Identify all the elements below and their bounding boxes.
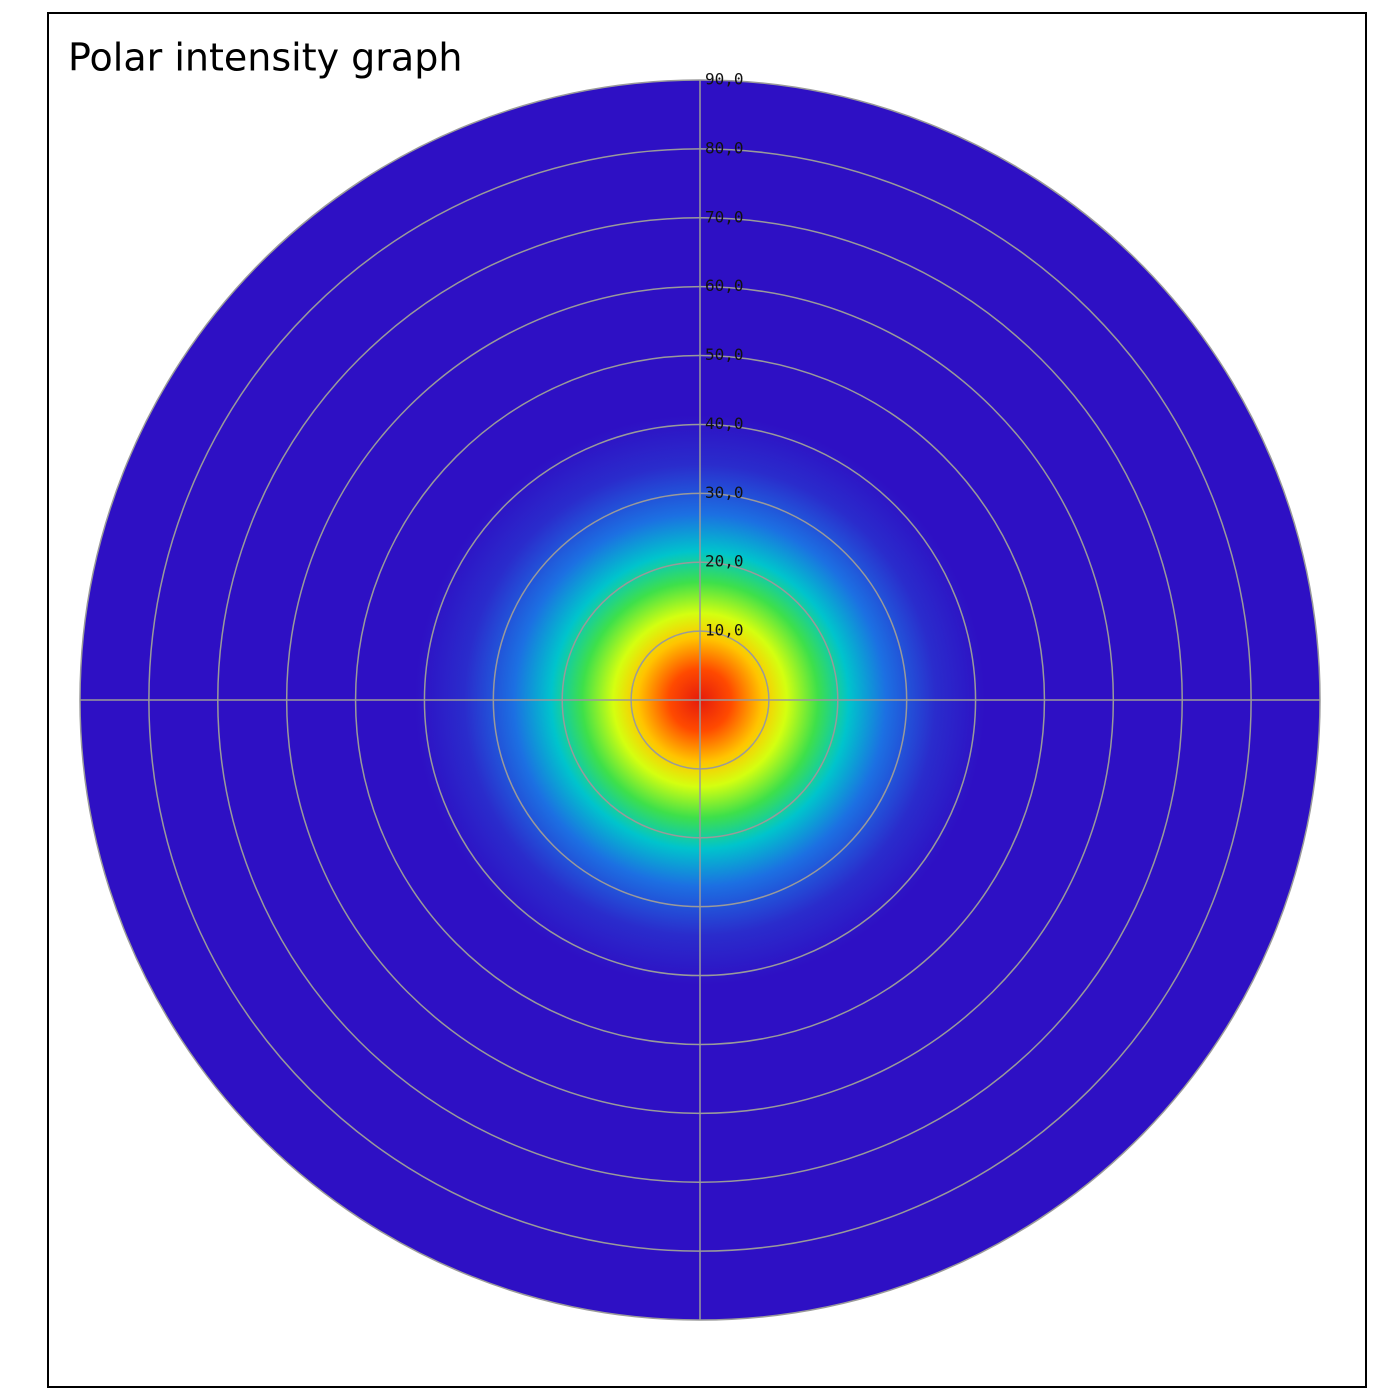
r-tick-label: 30,0: [705, 483, 744, 502]
grid-ring: [492, 492, 908, 908]
r-tick-label: 70,0: [705, 207, 744, 226]
r-tick-label: 20,0: [705, 552, 744, 571]
r-tick-label: 40,0: [705, 414, 744, 433]
grid-ring: [217, 217, 1183, 1183]
chart-title: Polar intensity graph: [68, 36, 462, 80]
r-tick-label: 10,0: [705, 621, 744, 640]
grid-ring: [630, 630, 770, 770]
r-tick-label: 90,0: [705, 70, 744, 89]
grid-ring: [423, 423, 977, 977]
grid-ring: [354, 354, 1046, 1046]
grid-ring: [561, 561, 839, 839]
grid-ring: [79, 79, 1321, 1321]
grid-ring: [148, 148, 1252, 1252]
r-tick-label: 50,0: [705, 345, 744, 364]
r-tick-label: 60,0: [705, 276, 744, 295]
tick-labels: 10,0 20,0 30,0 40,0 50,0 60,0 70,0 80,0 90,0: [705, 70, 744, 640]
grid-ring: [285, 285, 1115, 1115]
r-tick-label: 80,0: [705, 138, 744, 157]
grid: [79, 79, 1321, 1321]
